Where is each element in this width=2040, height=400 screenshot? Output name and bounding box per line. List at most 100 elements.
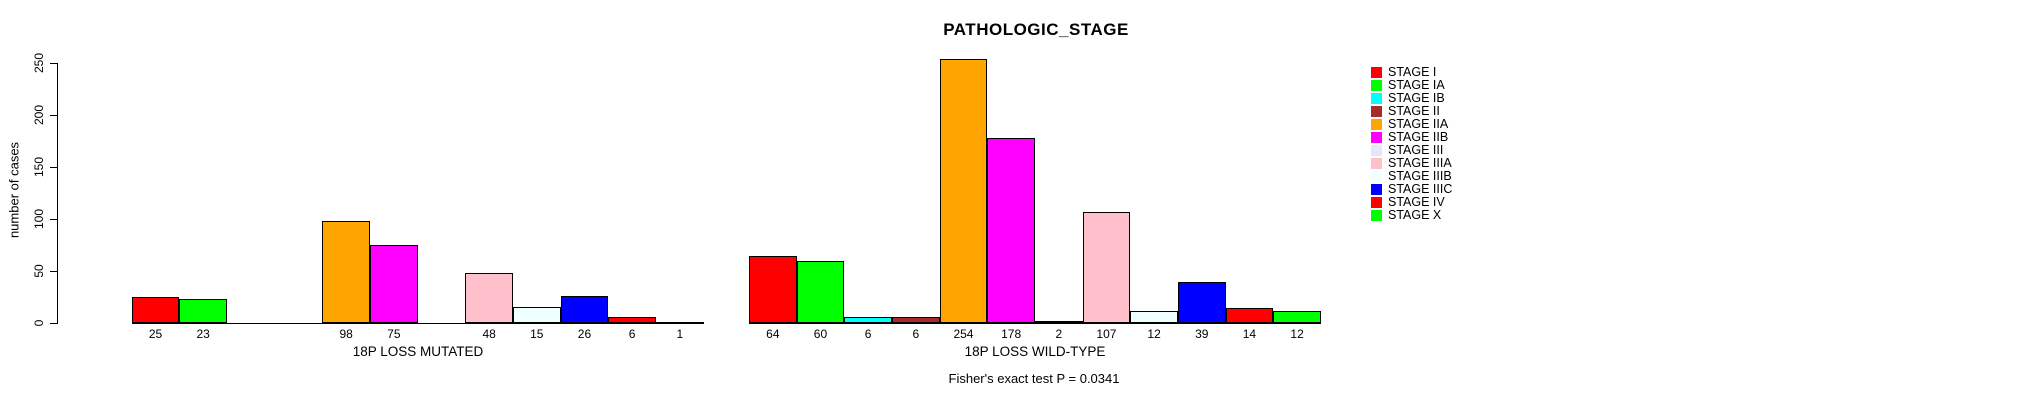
legend-item: STAGE IIIB xyxy=(1371,170,1452,183)
bar-18p-loss-mutated-stage-iia xyxy=(322,221,370,323)
bar-value-label: 12 xyxy=(1147,327,1161,341)
bar-value-label: 12 xyxy=(1290,327,1304,341)
bar-18p-loss-mutated-stage-iiic xyxy=(560,296,609,323)
legend: STAGE I STAGE IA STAGE IB STAGE II STAGE IIA… xyxy=(1371,66,1452,222)
legend-swatch-icon xyxy=(1371,119,1382,130)
bar-value-label: 1 xyxy=(676,327,684,341)
legend-swatch-icon xyxy=(1371,184,1382,195)
bar-value-label: 107 xyxy=(1096,327,1117,341)
bar-18p-loss-mutated-stage-i xyxy=(131,297,180,323)
legend-label: STAGE IA xyxy=(1388,78,1445,92)
legend-swatch-icon xyxy=(1371,106,1382,117)
y-tick-label: 0 xyxy=(32,319,46,327)
bar-value-label: 26 xyxy=(577,327,592,341)
bar-18p-loss-wild-type-stage-iiia xyxy=(1082,212,1131,323)
legend-label: STAGE III xyxy=(1388,143,1444,157)
legend-item: STAGE IIIA xyxy=(1371,157,1452,170)
y-tick-mark xyxy=(50,115,57,116)
legend-item: STAGE IA xyxy=(1371,79,1452,92)
legend-item: STAGE IIA xyxy=(1371,118,1452,131)
bar-18p-loss-mutated-stage-ii xyxy=(274,323,323,324)
legend-item: STAGE IIB xyxy=(1371,131,1452,144)
bar-value-label: 178 xyxy=(1001,327,1022,341)
bar-value-label: 14 xyxy=(1242,327,1257,341)
y-tick-mark xyxy=(50,63,57,64)
bar-18p-loss-wild-type-stage-ii xyxy=(891,317,940,323)
legend-swatch-icon xyxy=(1371,93,1382,104)
legend-label: STAGE IV xyxy=(1388,195,1445,209)
x-axis-label-wildtype: 18P LOSS WILD-TYPE xyxy=(964,344,1106,359)
bar-value-label: 2 xyxy=(1055,327,1063,341)
bar-18p-loss-mutated-stage-iii xyxy=(417,323,466,324)
y-tick-mark xyxy=(50,271,57,272)
legend-swatch-icon xyxy=(1371,132,1382,143)
legend-item: STAGE IV xyxy=(1371,196,1452,209)
bar-value-label: 48 xyxy=(482,327,496,341)
legend-label: STAGE I xyxy=(1388,65,1437,79)
x-axis-baseline xyxy=(131,323,704,324)
legend-swatch-icon xyxy=(1371,210,1382,221)
bar-18p-loss-mutated-stage-ia xyxy=(179,299,228,323)
bar-18p-loss-wild-type-stage-iiib xyxy=(1130,311,1178,323)
bar-value-label: 25 xyxy=(148,327,163,341)
bar-value-label: 60 xyxy=(813,327,828,341)
bar-18p-loss-mutated-stage-x xyxy=(655,322,704,324)
legend-label: STAGE IIIA xyxy=(1388,156,1452,170)
legend-label: STAGE IIA xyxy=(1388,117,1449,131)
bar-18p-loss-wild-type-stage-iii xyxy=(1034,321,1083,323)
y-tick-mark xyxy=(50,323,57,324)
bar-18p-loss-wild-type-stage-iiic xyxy=(1177,282,1226,323)
legend-swatch-icon xyxy=(1371,158,1382,169)
bar-18p-loss-mutated-stage-iib xyxy=(370,245,418,323)
y-axis-label: number of cases xyxy=(6,141,22,239)
legend-item: STAGE I xyxy=(1371,66,1452,79)
chart-title: PATHOLOGIC_STAGE xyxy=(943,20,1129,39)
bar-value-label: 6 xyxy=(864,327,872,341)
bar-18p-loss-wild-type-stage-iia xyxy=(939,59,988,323)
bar-value-label: 6 xyxy=(912,327,920,341)
legend-item: STAGE IB xyxy=(1371,92,1452,105)
legend-swatch-icon xyxy=(1371,145,1382,156)
bar-value-label: 64 xyxy=(766,327,780,341)
bar-18p-loss-wild-type-stage-ib xyxy=(844,317,892,323)
bar-value-label: 6 xyxy=(628,327,636,341)
bar-18p-loss-wild-type-stage-i xyxy=(749,256,797,323)
legend-swatch-icon xyxy=(1371,80,1382,91)
legend-label: STAGE IIIC xyxy=(1388,182,1453,196)
legend-label: STAGE IIIB xyxy=(1388,169,1452,183)
legend-item: STAGE IIIC xyxy=(1371,183,1452,196)
bar-value-label: 254 xyxy=(953,327,974,341)
legend-label: STAGE IB xyxy=(1388,91,1445,105)
bar-18p-loss-mutated-stage-iv xyxy=(608,317,656,323)
bar-value-label: 39 xyxy=(1195,327,1209,341)
legend-label: STAGE IIB xyxy=(1388,130,1449,144)
bar-value-label: 15 xyxy=(530,327,544,341)
bar-value-label: 75 xyxy=(387,327,401,341)
bar-value-label: 98 xyxy=(339,327,353,341)
bar-18p-loss-wild-type-stage-iv xyxy=(1225,308,1274,323)
legend-swatch-icon xyxy=(1371,197,1382,208)
fisher-test-annotation: Fisher's exact test P = 0.0341 xyxy=(948,371,1120,386)
y-tick-label: 200 xyxy=(32,104,46,126)
bar-18p-loss-mutated-stage-iiib xyxy=(512,307,561,323)
bar-18p-loss-wild-type-stage-x xyxy=(1273,311,1321,323)
bar-18p-loss-wild-type-stage-ia xyxy=(796,261,845,323)
bar-value-label: 23 xyxy=(196,327,210,341)
legend-item: STAGE II xyxy=(1371,105,1452,118)
x-axis-baseline xyxy=(749,323,1321,324)
legend-swatch-icon xyxy=(1371,67,1382,78)
legend-item: STAGE III xyxy=(1371,144,1452,157)
legend-swatch-icon xyxy=(1371,171,1382,182)
bar-18p-loss-wild-type-stage-iib xyxy=(987,138,1035,323)
legend-item: STAGE X xyxy=(1371,209,1452,222)
x-axis-label-mutated: 18P LOSS MUTATED xyxy=(352,344,484,359)
legend-label: STAGE II xyxy=(1388,104,1440,118)
legend-label: STAGE X xyxy=(1388,208,1442,222)
y-tick-label: 50 xyxy=(32,264,46,278)
bar-18p-loss-mutated-stage-ib xyxy=(227,323,275,324)
y-axis-line xyxy=(57,63,58,324)
y-tick-mark xyxy=(50,219,57,220)
y-tick-mark xyxy=(50,167,57,168)
y-tick-label: 250 xyxy=(32,52,46,74)
